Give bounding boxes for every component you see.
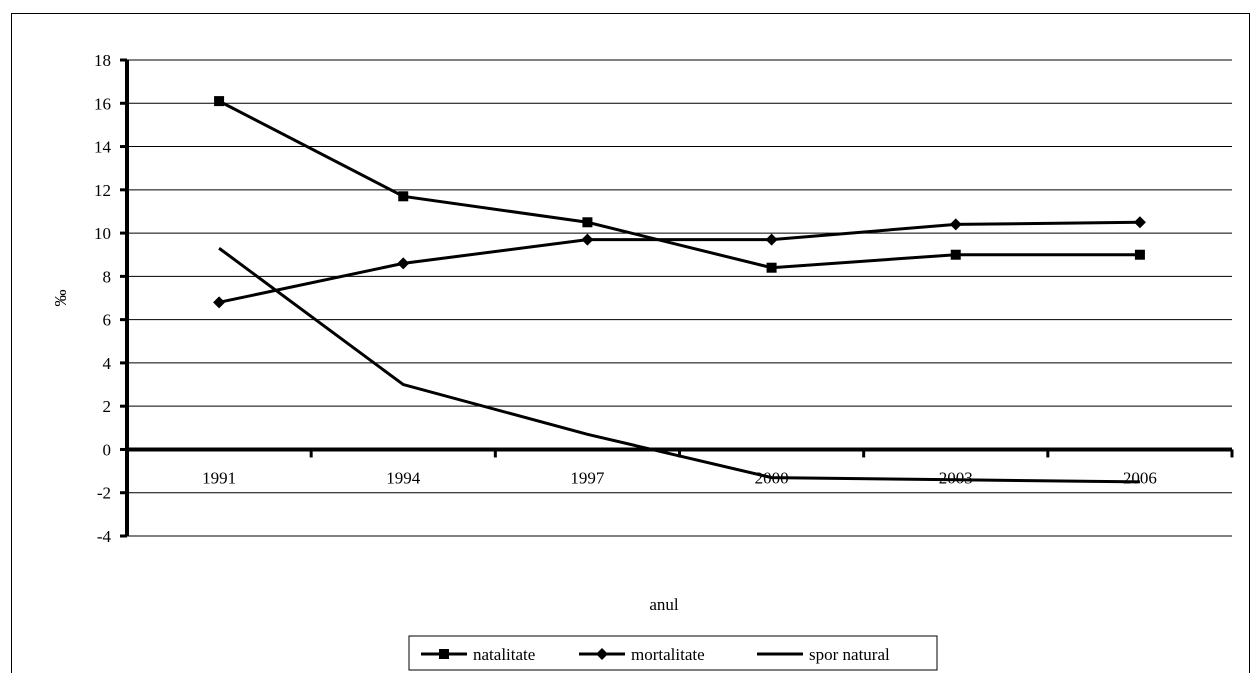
y-tick-label: 10 [94,224,111,243]
y-tick-label: 16 [94,94,111,113]
y-tick-label: -2 [97,484,111,503]
data-point [950,249,961,260]
legend-box [408,635,938,671]
y-axis-label: ‰ [51,290,70,307]
y-tick-label: 8 [103,267,112,286]
legend-marker [439,649,449,659]
x-tick-labels: 1991 1994 1997 2000 2003 2006 [202,468,1157,487]
gridlines [127,59,1232,537]
x-tick-label: 2006 [1123,468,1157,487]
data-point [766,262,777,273]
data-point [214,96,225,107]
y-tick-label: 0 [103,440,112,459]
series-line [218,220,1140,304]
data-point [581,233,594,246]
y-tick-label: -4 [97,527,112,546]
legend-label: spor natural [809,645,890,664]
x-tick-label: 1997 [570,468,605,487]
data-point [949,218,962,231]
series-line [218,99,1140,270]
series-spor-natural [218,247,1140,484]
data-point [397,257,410,270]
y-tick-label: 18 [94,51,111,70]
y-tick-label: 6 [103,311,112,330]
series-mortalitate [213,216,1146,309]
series-natalitate [214,96,1145,273]
legend-item: natalitate [421,645,535,664]
axes [120,58,1234,538]
x-tick-label: 1994 [386,468,421,487]
legend: natalitate mortalitate spor natural [408,635,938,671]
legend-marker [596,648,608,660]
series-group [213,96,1146,484]
y-tick-label: 14 [94,138,112,157]
x-tick-label: 1991 [202,468,236,487]
data-point [765,233,778,246]
legend-label: natalitate [473,645,535,664]
data-point [582,217,593,228]
data-point [398,191,409,202]
y-tick-label: 4 [103,354,112,373]
x-axis-label: anul [649,595,679,614]
x-tick-label: 2003 [939,468,973,487]
chart-frame [11,13,1250,673]
data-point [1134,249,1145,260]
legend-item: mortalitate [579,645,705,664]
y-tick-labels: -4 -2 0 2 4 6 8 10 12 14 16 18 [94,51,112,546]
legend-label: mortalitate [631,645,705,664]
y-tick-label: 2 [103,397,112,416]
data-point [1133,216,1146,229]
y-tick-label: 12 [94,181,111,200]
series-line [218,247,1140,484]
legend-item: spor natural [757,645,890,664]
data-point [213,296,226,309]
